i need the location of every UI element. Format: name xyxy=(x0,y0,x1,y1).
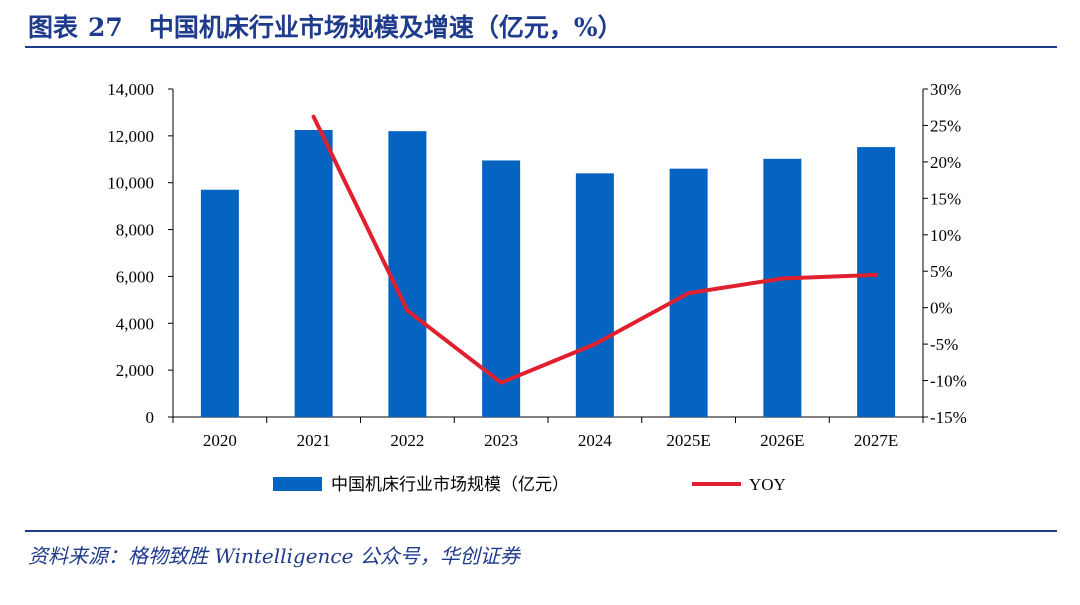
right-tick-label: 0% xyxy=(930,299,953,318)
x-tick-label: 2021 xyxy=(297,431,331,450)
right-tick-label: -5% xyxy=(930,335,958,354)
right-tick-label: -15% xyxy=(930,408,967,427)
right-tick-label: 5% xyxy=(930,262,953,281)
x-tick-label: 2024 xyxy=(578,431,613,450)
x-tick-label: 2020 xyxy=(203,431,237,450)
bar-2020 xyxy=(200,189,239,417)
legend-line-label: YOY xyxy=(749,475,786,494)
left-tick-label: 12,000 xyxy=(107,127,154,146)
left-tick-label: 0 xyxy=(146,408,155,427)
top-rule xyxy=(25,46,1057,48)
right-tick-label: 20% xyxy=(930,153,961,172)
figure-number: 27 xyxy=(88,13,123,42)
left-tick-label: 2,000 xyxy=(116,361,154,380)
right-tick-label: -10% xyxy=(930,372,967,391)
x-tick-label: 2023 xyxy=(484,431,518,450)
left-tick-label: 14,000 xyxy=(107,80,154,99)
bottom-rule xyxy=(25,530,1057,532)
x-tick-label: 2025E xyxy=(666,431,710,450)
bar-2021 xyxy=(294,130,333,417)
left-tick-label: 4,000 xyxy=(116,314,154,333)
figure-title: 图表 27 中国机床行业市场规模及增速（亿元，%） xyxy=(28,10,623,46)
x-tick-label: 2022 xyxy=(390,431,424,450)
combo-chart: 0 2,000 4,000 6,000 8,000 10,000 12,000 14,000 -… xyxy=(107,80,967,494)
bar-2026E xyxy=(763,158,802,417)
right-tick-label: 30% xyxy=(930,80,961,99)
legend-bar-label: 中国机床行业市场规模（亿元） xyxy=(331,475,569,494)
right-tick-label: 15% xyxy=(930,189,961,208)
figure-prefix: 图表 xyxy=(28,13,79,42)
legend-bar-swatch xyxy=(273,477,322,491)
right-tick-label: 10% xyxy=(930,226,961,245)
bar-2024 xyxy=(575,173,614,417)
x-tick-label: 2027E xyxy=(854,431,898,450)
bar-2027E xyxy=(857,147,896,418)
bar-2022 xyxy=(388,131,427,417)
source-note: 资料来源：格物致胜 Wintelligence 公众号，华创证券 xyxy=(28,544,520,568)
figure-title-text: 中国机床行业市场规模及增速（亿元，%） xyxy=(148,13,623,42)
x-tick-label: 2026E xyxy=(760,431,804,450)
right-tick-label: 25% xyxy=(930,116,961,135)
left-tick-label: 10,000 xyxy=(107,174,154,193)
left-tick-label: 8,000 xyxy=(116,221,154,240)
left-tick-label: 6,000 xyxy=(116,267,154,286)
